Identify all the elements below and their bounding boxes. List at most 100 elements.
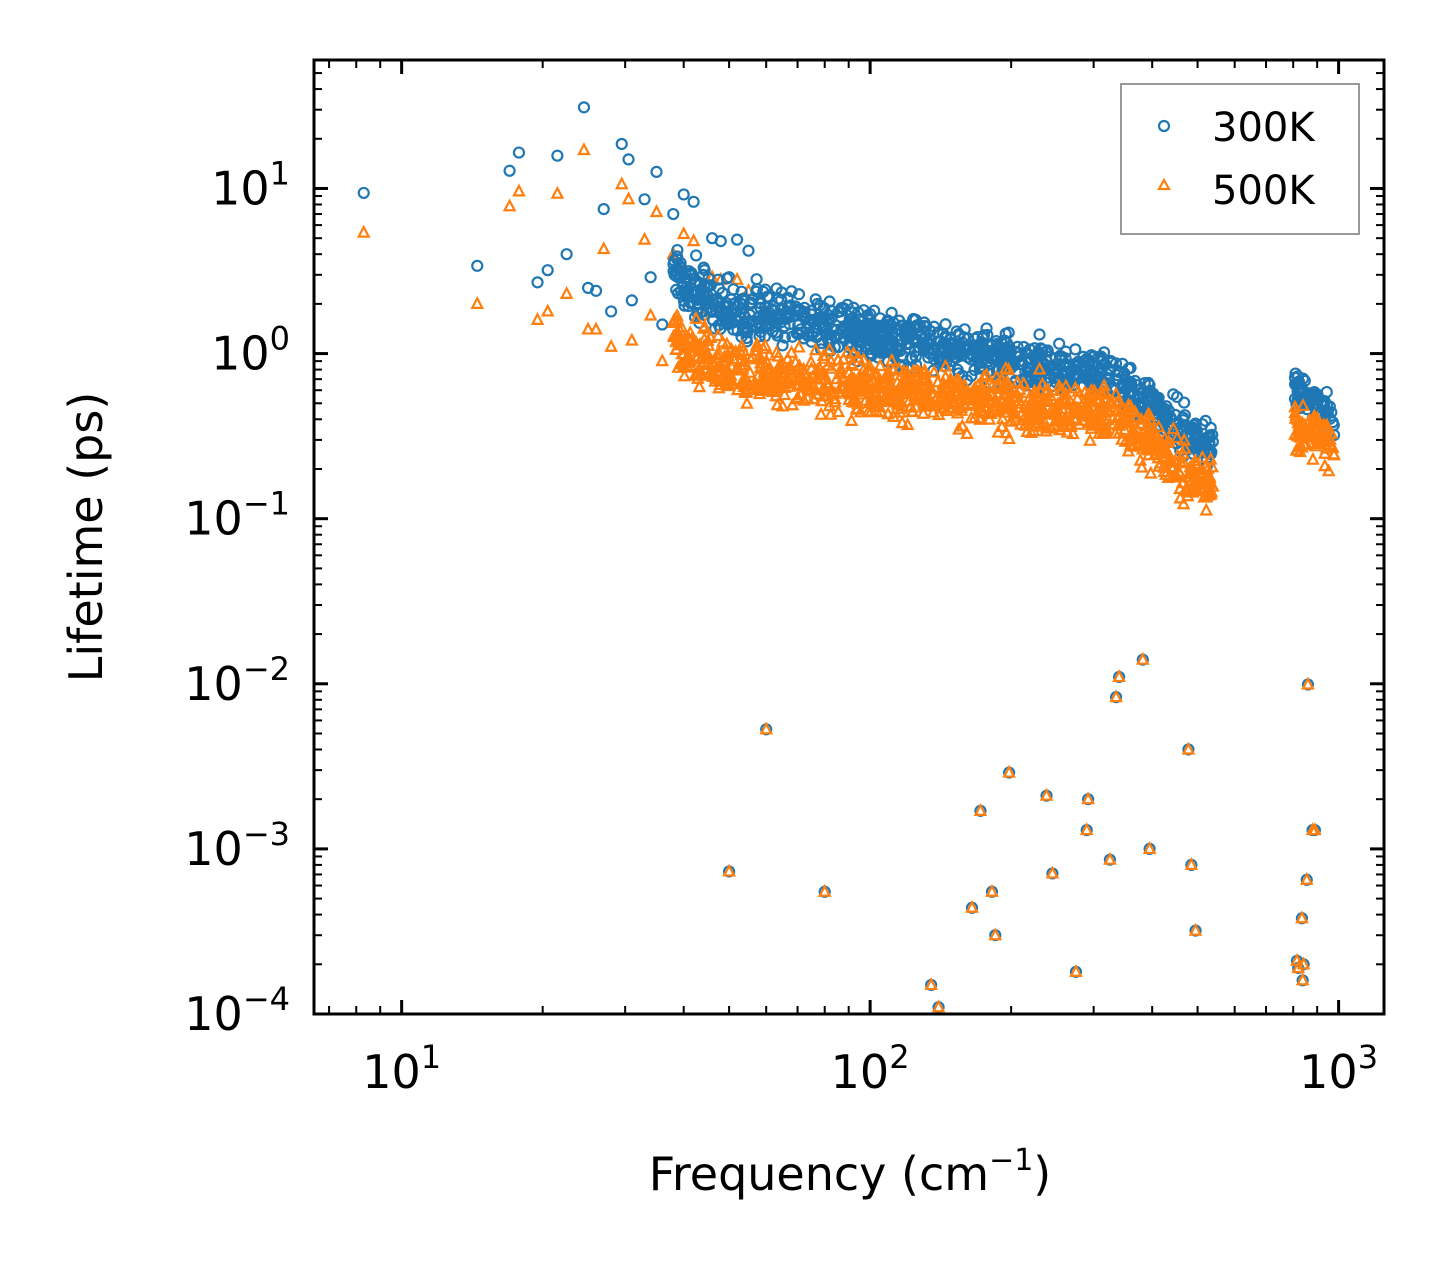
- point-300K: [977, 329, 991, 342]
- point-500K: [954, 402, 969, 416]
- point-300K: [1135, 383, 1148, 396]
- point-300K: [1109, 357, 1123, 370]
- point-500K: [835, 381, 850, 395]
- y-tick-label: 10−2: [184, 650, 290, 711]
- point-300K: [864, 346, 878, 360]
- point-300K: [650, 165, 663, 179]
- y-tick-exp: −2: [243, 650, 290, 688]
- point-500K: [1193, 476, 1208, 490]
- point-300K: [689, 249, 703, 262]
- point-500K: [1164, 459, 1179, 473]
- point-500K: [1301, 676, 1315, 690]
- point-500K: [955, 418, 970, 432]
- point-300K: [693, 278, 707, 291]
- point-300K: [769, 326, 783, 339]
- point-500K: [1170, 448, 1185, 462]
- point-500K: [1161, 469, 1176, 483]
- point-500K: [926, 404, 941, 418]
- point-500K: [864, 393, 878, 407]
- point-500K: [1127, 427, 1141, 440]
- point-500K: [1098, 404, 1112, 418]
- point-500K: [797, 366, 812, 380]
- point-500K: [625, 332, 639, 346]
- point-500K: [895, 415, 910, 429]
- point-500K: [787, 372, 802, 386]
- point-500K: [1295, 972, 1310, 986]
- point-500K: [673, 323, 688, 337]
- point-300K: [759, 283, 772, 296]
- point-500K: [854, 386, 868, 400]
- point-300K: [597, 203, 610, 216]
- point-500K: [994, 401, 1009, 415]
- point-500K: [1097, 384, 1112, 398]
- point-500K: [1020, 424, 1034, 437]
- point-500K: [1035, 416, 1050, 430]
- point-500K: [858, 365, 872, 379]
- point-500K: [937, 379, 952, 393]
- point-500K: [1201, 472, 1216, 486]
- point-500K: [927, 364, 941, 378]
- point-300K: [1150, 391, 1163, 404]
- point-500K: [742, 382, 757, 396]
- point-300K: [1199, 414, 1212, 427]
- point-500K: [1128, 404, 1142, 418]
- point-300K: [974, 360, 987, 373]
- point-500K: [785, 397, 800, 411]
- point-300K: [950, 325, 963, 338]
- point-300K: [920, 340, 933, 354]
- point-500K: [769, 344, 784, 358]
- point-500K: [1324, 425, 1339, 439]
- y-tick-label: 100: [211, 320, 290, 381]
- point-300K: [1072, 357, 1086, 370]
- point-500K: [872, 399, 887, 413]
- point-500K: [808, 342, 823, 356]
- point-500K: [892, 361, 906, 375]
- point-500K: [1148, 446, 1162, 460]
- point-500K: [1173, 490, 1188, 504]
- point-300K: [753, 330, 766, 343]
- point-300K: [831, 305, 845, 319]
- point-300K: [1061, 359, 1074, 372]
- point-500K: [1110, 394, 1125, 408]
- point-500K: [951, 384, 965, 398]
- legend-label-500K: 500K: [1212, 168, 1316, 214]
- point-500K: [893, 404, 907, 418]
- x-axis-label-end: ): [1033, 1147, 1051, 1201]
- point-300K: [714, 235, 727, 248]
- point-500K: [759, 721, 774, 735]
- point-500K: [688, 367, 702, 381]
- point-300K: [551, 149, 564, 162]
- point-500K: [775, 398, 790, 412]
- x-tick-label: 103: [1299, 1038, 1378, 1099]
- point-500K: [931, 407, 946, 421]
- point-300K: [674, 256, 687, 270]
- legend: 300K 500K: [1120, 83, 1360, 235]
- point-500K: [809, 386, 824, 400]
- x-tick-base: 10: [362, 1045, 421, 1099]
- point-500K: [1108, 425, 1123, 439]
- point-300K: [677, 286, 691, 299]
- point-500K: [697, 318, 712, 332]
- point-500K: [998, 360, 1013, 374]
- point-500K: [991, 424, 1006, 438]
- point-500K: [1007, 404, 1022, 418]
- point-500K: [759, 382, 774, 396]
- point-300K: [1048, 363, 1061, 376]
- point-500K: [1203, 451, 1218, 465]
- point-500K: [701, 337, 716, 351]
- y-tick-base: 10: [184, 492, 243, 546]
- point-300K: [1122, 362, 1135, 375]
- point-500K: [1002, 431, 1016, 445]
- legend-box: [1120, 83, 1360, 235]
- point-500K: [637, 231, 652, 245]
- point-500K: [1182, 469, 1197, 483]
- point-300K: [765, 303, 778, 316]
- point-500K: [720, 336, 734, 350]
- point-500K: [1142, 841, 1157, 854]
- data-points: [356, 101, 1341, 1014]
- point-500K: [550, 185, 565, 199]
- point-500K: [1188, 922, 1203, 936]
- point-300K: [850, 322, 863, 335]
- point-500K: [470, 296, 485, 309]
